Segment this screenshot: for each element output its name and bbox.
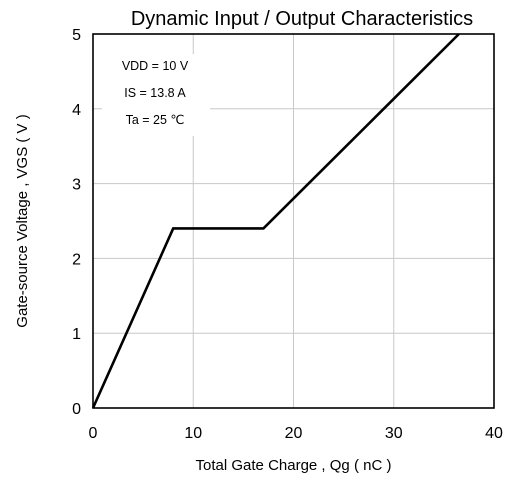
x-tick-label: 40 bbox=[485, 425, 503, 442]
y-tick-label: 3 bbox=[72, 177, 81, 194]
tick-labels: 0 10 20 30 40 0 1 2 3 4 5 bbox=[72, 27, 503, 442]
chart-title: Dynamic Input / Output Characteristics bbox=[131, 8, 473, 30]
x-axis-label: Total Gate Charge , Qg ( nC ) bbox=[196, 457, 392, 474]
condition-is: IS = 13.8 A bbox=[124, 86, 186, 100]
y-tick-label: 2 bbox=[72, 251, 81, 268]
series-line bbox=[91, 33, 460, 409]
x-tick-label: 20 bbox=[285, 425, 303, 442]
x-tick-label: 0 bbox=[89, 425, 98, 442]
condition-ta: Ta = 25 ℃ bbox=[126, 113, 185, 127]
y-axis-label: Gate-source Voltage , VGS ( V ) bbox=[14, 114, 31, 327]
condition-vdd: VDD = 10 V bbox=[122, 59, 189, 73]
data-series bbox=[91, 33, 460, 409]
y-tick-label: 4 bbox=[72, 102, 81, 119]
y-tick-label: 0 bbox=[72, 401, 81, 418]
y-tick-label: 5 bbox=[72, 27, 81, 44]
plot-frame bbox=[92, 33, 495, 409]
y-tick-label: 1 bbox=[72, 326, 81, 343]
x-tick-label: 10 bbox=[184, 425, 202, 442]
conditions-box bbox=[102, 54, 210, 136]
x-tick-label: 30 bbox=[385, 425, 403, 442]
